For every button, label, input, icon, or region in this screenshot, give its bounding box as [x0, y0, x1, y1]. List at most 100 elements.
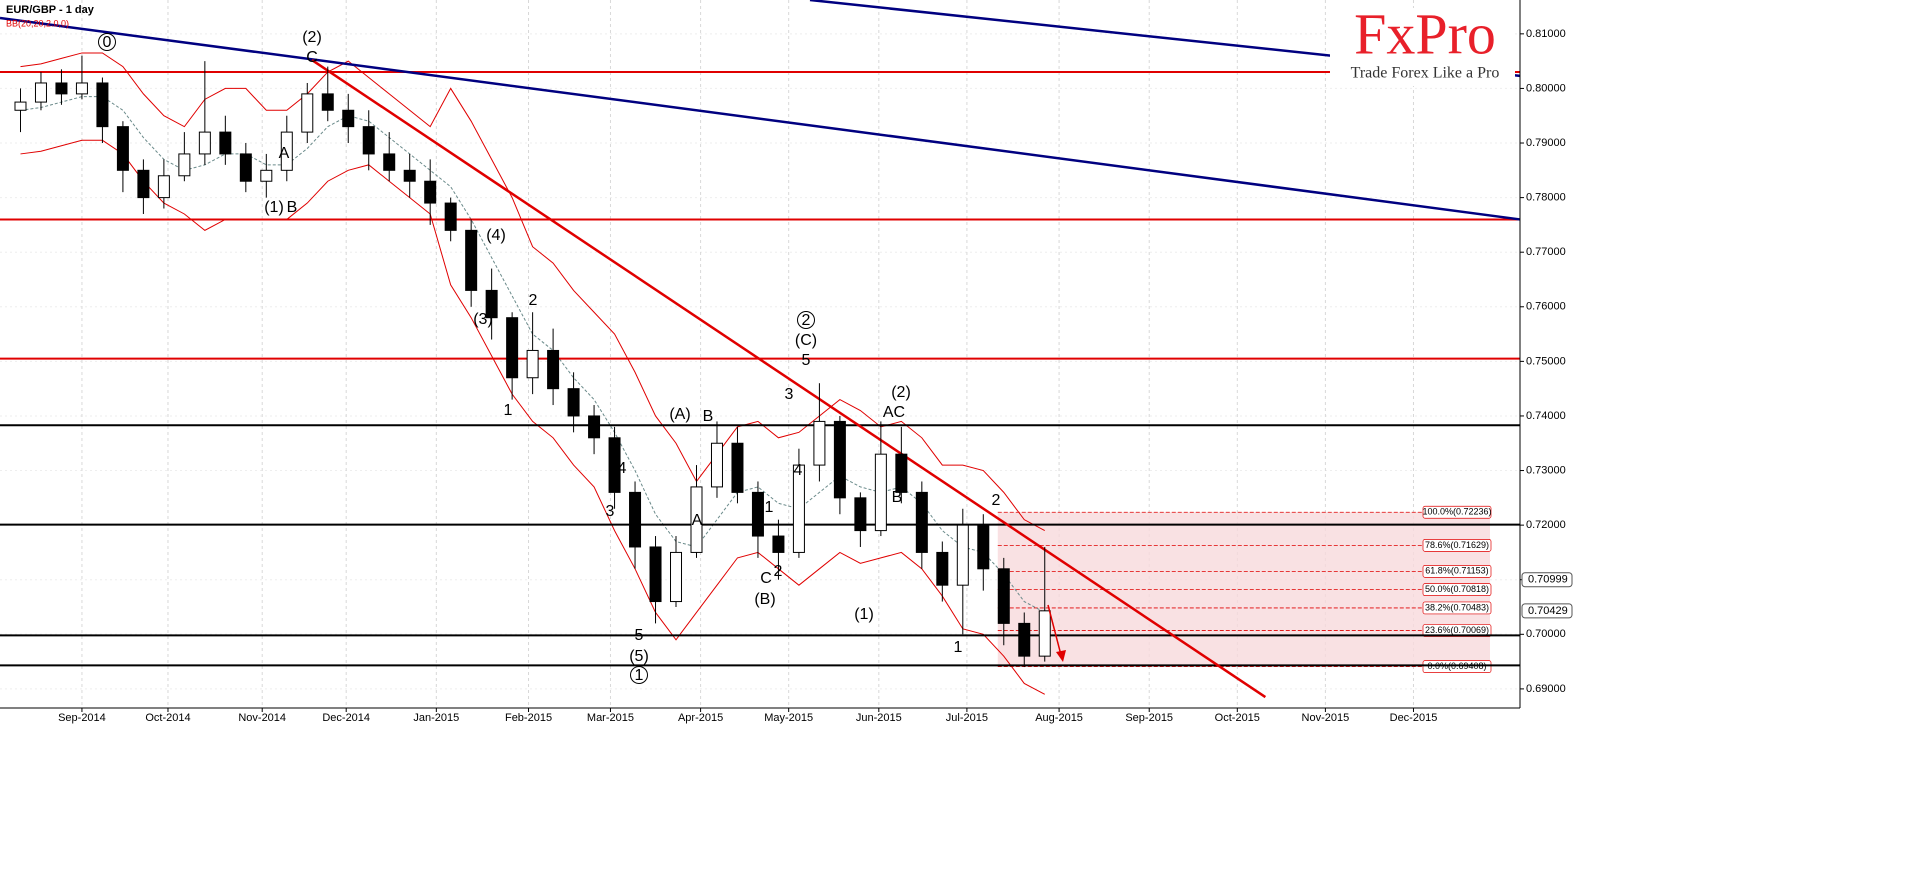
y-tick-label: 0.72000 [1526, 519, 1566, 531]
x-tick-label: Nov-2014 [238, 712, 286, 724]
wave-circle [98, 33, 116, 51]
y-tick-label: 0.80000 [1526, 82, 1566, 94]
candle-body [362, 126, 375, 155]
wave-label: (C) [795, 332, 817, 349]
wave-label: A [692, 512, 703, 529]
candle-body [506, 317, 519, 379]
fib-label-box [1422, 601, 1492, 615]
x-tick-label: Oct-2014 [145, 712, 190, 724]
y-tick-label: 0.73000 [1526, 464, 1566, 476]
wave-label: 2 [529, 292, 538, 309]
candle-body [895, 453, 908, 493]
candle-body [321, 93, 334, 111]
wave-label: (3) [473, 311, 493, 328]
x-tick-label: Feb-2015 [505, 712, 552, 724]
candle-body [772, 535, 785, 553]
candle-body [403, 169, 416, 182]
wave-label: (A) [669, 406, 690, 423]
candle-body [342, 109, 355, 128]
candle-body [116, 126, 129, 171]
candle-body [833, 420, 846, 499]
candle-body [383, 153, 396, 171]
wave-label: AC [883, 404, 905, 421]
candle-body [690, 486, 703, 553]
wave-circle [797, 311, 815, 329]
fib-label: 23.6%(0.70069) [1425, 625, 1489, 635]
price-tag-label: 0.70999 [1528, 574, 1568, 586]
x-tick-label: May-2015 [764, 712, 813, 724]
x-tick-label: Nov-2015 [1302, 712, 1350, 724]
x-tick-label: Sep-2015 [1125, 712, 1173, 724]
candle-body [178, 153, 191, 177]
candle-body [34, 82, 47, 103]
fib-label-box [1422, 505, 1492, 519]
wave-label: B [287, 199, 298, 216]
candle-body [465, 229, 478, 291]
wave-label: 1 [635, 667, 644, 684]
y-tick-label: 0.75000 [1526, 355, 1566, 367]
wave-label: (B) [754, 591, 775, 608]
candle-body [813, 420, 826, 466]
fib-label: 78.6%(0.71629) [1425, 540, 1489, 550]
candle-body [14, 101, 27, 111]
candle-body [239, 153, 252, 182]
y-tick-label: 0.76000 [1526, 301, 1566, 313]
chart-title: EUR/GBP - 1 day [6, 4, 95, 16]
projection-arrow [1047, 604, 1062, 656]
candle-body [137, 169, 150, 199]
wave-label: (1) [264, 199, 284, 216]
candle-body [608, 437, 621, 493]
price-tag [1521, 572, 1573, 588]
y-tick-label: 0.78000 [1526, 192, 1566, 204]
wave-label: (1) [854, 606, 874, 623]
wave-label: B [892, 489, 903, 506]
wave-label: 1 [504, 402, 513, 419]
price-tag [1521, 603, 1573, 619]
candle-body [424, 180, 437, 204]
wave-label: 4 [794, 462, 803, 479]
wave-label: 3 [606, 503, 615, 520]
fib-label-box [1422, 624, 1492, 637]
candle-body [547, 349, 560, 390]
wave-label: 2 [802, 312, 811, 329]
candle-body [198, 131, 211, 155]
candle-body [710, 442, 723, 488]
bollinger-middle [20, 96, 1045, 613]
wave-label: (2) [302, 29, 322, 46]
wave-label: (2) [891, 384, 911, 401]
candle-body [629, 491, 642, 548]
candle-body [731, 442, 744, 493]
bollinger-upper [20, 52, 1045, 532]
y-tick-label: 0.81000 [1526, 28, 1566, 40]
wave-label: 3 [785, 386, 794, 403]
x-tick-label: Aug-2015 [1035, 712, 1083, 724]
candle-body [874, 453, 887, 532]
x-tick-label: Jun-2015 [856, 712, 902, 724]
candle-body [977, 524, 990, 570]
candle-body [301, 93, 314, 133]
candle-body [1038, 610, 1051, 657]
candle-body [55, 82, 68, 95]
wave-label: (5) [629, 648, 649, 665]
candle-body [670, 551, 683, 603]
candle-body [260, 169, 273, 182]
candle-body [219, 131, 232, 155]
candle-body [280, 131, 293, 171]
candle-body [75, 82, 88, 95]
trend-line [311, 59, 1267, 699]
candle-body [915, 491, 928, 553]
y-tick-label: 0.77000 [1526, 246, 1566, 258]
x-tick-label: Jul-2015 [946, 712, 988, 724]
projection-arrow-head [1056, 650, 1066, 662]
candle-body [792, 464, 805, 553]
candle-body [567, 388, 580, 417]
wave-label: C [306, 49, 318, 66]
candle-body [588, 415, 601, 439]
y-tick-label: 0.70000 [1526, 628, 1566, 640]
fib-label-box [1422, 565, 1492, 578]
logo-brand: FxPro [1354, 1, 1496, 66]
fib-label: 50.0%(0.70818) [1425, 584, 1489, 594]
indicator-label: BB(20,20,2.0,0) [6, 18, 69, 28]
wave-label: 2 [774, 563, 783, 580]
